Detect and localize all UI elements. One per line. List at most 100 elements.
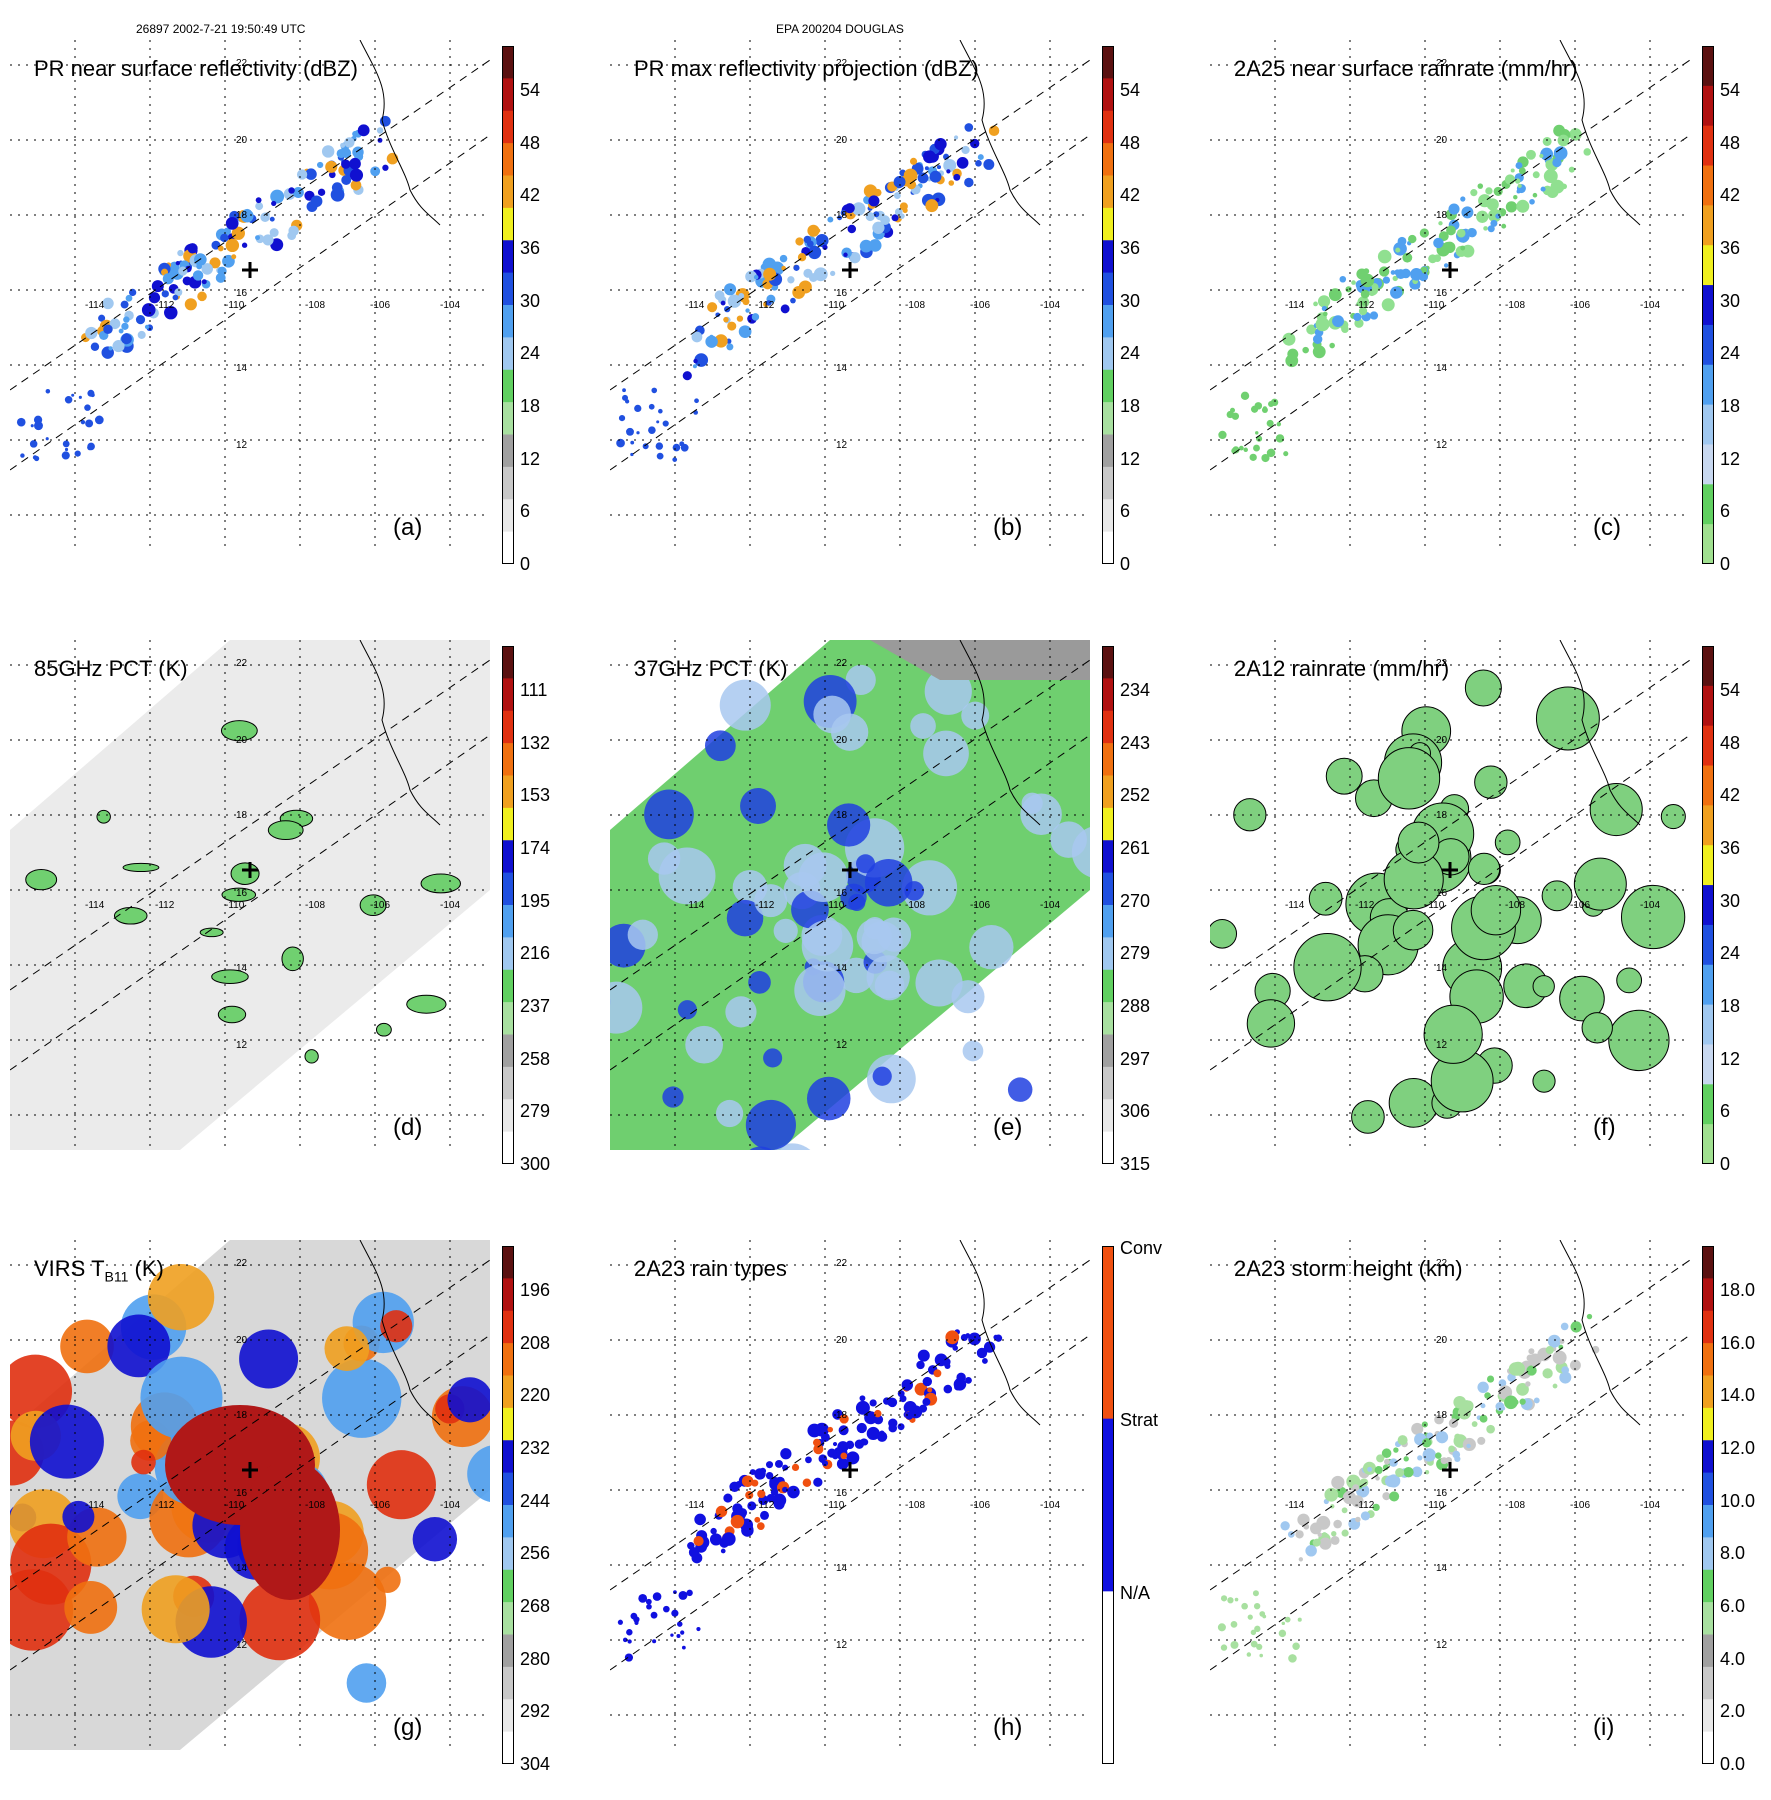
colorbar-segment [1102,467,1114,500]
colorbar-tick-label: 280 [520,1649,550,1670]
colorbar-tick-label: 30 [1120,291,1140,312]
colorbar-tick-label: 258 [520,1049,550,1070]
lon-label: -108 [905,300,925,311]
colorbar-segment [1102,305,1114,338]
colorbar-tick-label: N/A [1120,1583,1150,1604]
lon-label: -110 [225,300,244,311]
lat-label: 12 [836,1640,847,1651]
colorbar-segment [1702,1635,1714,1668]
colorbar-segment [502,808,514,841]
lon-label: -112 [755,300,774,311]
colorbar-tick-label: 36 [1720,838,1740,859]
lat-label: 20 [236,1335,247,1346]
colorbar [1702,1246,1714,1764]
colorbar-tick-label: 237 [520,996,550,1017]
colorbar-tick-label: 8.0 [1720,1543,1745,1564]
colorbar-tick-label: 153 [520,785,550,806]
lat-label: 16 [236,1488,247,1499]
colorbar-segment [502,1440,514,1473]
colorbar-segment [502,1311,514,1344]
colorbar-segment [1702,1124,1714,1164]
colorbar-segment [1702,726,1714,766]
colorbar-segment [1102,808,1114,841]
lat-label: 20 [1436,1335,1447,1346]
colorbar-segment [1102,1035,1114,1068]
colorbar-segment [1702,1699,1714,1732]
colorbar-segment [502,176,514,209]
lat-label: 14 [836,1563,847,1574]
colorbar-segment [502,678,514,711]
colorbar-tick-label: 111 [520,680,547,701]
colorbar-tick-label: 234 [1120,680,1150,701]
lat-label: 14 [1436,363,1447,374]
colorbar-tick-label: 42 [1120,185,1140,206]
colorbar-tick-label: 18 [1720,396,1740,417]
colorbar-segment [502,1699,514,1732]
coastline [360,40,440,225]
colorbar-segment [1102,370,1114,403]
colorbar-tick-label: 42 [1720,785,1740,806]
colorbar-tick-label: 36 [520,238,540,259]
colorbar-segment [1102,646,1114,679]
colorbar-tick-label: Conv [1120,1238,1162,1259]
colorbar-segment [1102,176,1114,209]
colorbar-segment [1702,484,1714,524]
panel-label: (b) [993,514,1022,542]
colorbar-tick-label: 12.0 [1720,1438,1755,1459]
lon-label: -108 [305,300,325,311]
lat-label: 20 [1436,735,1447,746]
colorbar-segment [502,499,514,532]
lon-label: -106 [1570,300,1590,311]
colorbar-segment [1702,444,1714,484]
colorbar-segment [1102,337,1114,370]
colorbar-segment [502,1732,514,1764]
lon-label: -104 [1640,1500,1660,1511]
colorbar-segment [1702,205,1714,245]
colorbar-tick-label: 24 [1120,343,1140,364]
colorbar-segment [1702,285,1714,325]
colorbar [1102,646,1114,1164]
colorbar-tick-label: 270 [1120,891,1150,912]
colorbar-segment [502,532,514,564]
lat-label: 14 [236,963,247,974]
map-a [10,40,490,550]
colorbar-segment [502,1067,514,1100]
colorbar [502,646,514,1164]
lat-label: 14 [836,363,847,374]
colorbar-tick-label: 0 [1120,554,1130,575]
lon-label: -110 [1425,1500,1444,1511]
colorbar-tick-label: 6 [520,501,530,522]
colorbar-segment [1102,46,1114,79]
colorbar-segment [502,873,514,906]
map-b [610,40,1090,550]
colorbar-tick-label: 24 [520,343,540,364]
colorbar-segment [1102,402,1114,435]
colorbar [1102,1246,1114,1764]
colorbar-segment [502,1376,514,1409]
colorbar-segment [1702,325,1714,365]
panel-title: 85GHz PCT (K) [34,656,188,682]
colorbar-segment [1102,840,1114,873]
lat-label: 22 [236,658,247,669]
colorbar-segment [1702,1278,1714,1311]
lat-label: 14 [236,1563,247,1574]
lon-label: -104 [440,900,460,911]
lat-label: 16 [836,288,847,299]
colorbar-tick-label: 2.0 [1720,1701,1745,1722]
colorbar-tick-label: 244 [520,1491,550,1512]
colorbar-segment [1702,646,1714,686]
colorbar-segment [502,240,514,273]
lon-label: -112 [755,900,774,911]
colorbar-tick-label: 195 [520,891,550,912]
lon-label: -110 [1425,900,1444,911]
lat-label: 18 [1436,210,1447,221]
colorbar-segment [502,370,514,403]
lat-label: 12 [1436,1040,1447,1051]
colorbar-segment [502,143,514,176]
colorbar-segment [1102,937,1114,970]
colorbar-segment [1702,166,1714,206]
lat-label: 16 [1436,888,1447,899]
colorbar-tick-label: 16.0 [1720,1333,1755,1354]
lat-label: 12 [236,1640,247,1651]
